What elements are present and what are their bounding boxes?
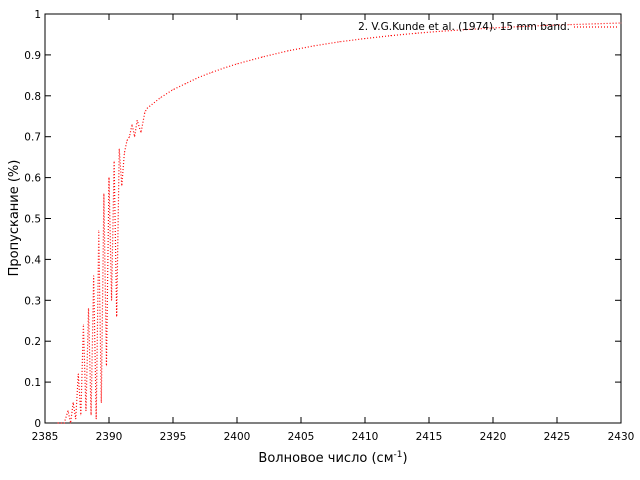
x-tick-label: 2405 — [288, 431, 315, 443]
data-point — [131, 124, 133, 125]
series-points — [57, 22, 622, 424]
y-axis-label: Пропускание (%) — [7, 160, 22, 277]
data-point — [126, 140, 128, 142]
data-point — [364, 38, 366, 39]
y-tick-label: 0 — [34, 418, 41, 430]
data-point — [129, 136, 130, 138]
series-line — [57, 22, 622, 424]
data-point — [103, 193, 105, 195]
data-point — [113, 160, 115, 162]
data-point — [198, 76, 200, 78]
data-point — [211, 72, 212, 73]
x-tick-label: 2415 — [416, 431, 443, 443]
data-point — [106, 365, 107, 367]
data-point — [518, 26, 519, 28]
data-point — [70, 422, 71, 424]
y-tick-label: 0.8 — [24, 91, 41, 103]
data-point — [415, 32, 417, 34]
data-point — [140, 132, 142, 134]
data-point — [77, 373, 79, 375]
data-point — [390, 35, 391, 37]
data-point — [108, 177, 110, 179]
data-point — [118, 148, 120, 150]
x-tick-label: 2400 — [224, 431, 251, 443]
data-point — [67, 410, 69, 412]
data-point — [595, 23, 596, 25]
legend-label: 2. V.G.Kunde et al. (1974). 15 mm band. — [358, 21, 570, 33]
data-point — [620, 22, 622, 24]
data-point — [159, 97, 161, 99]
data-point — [123, 152, 125, 154]
data-point — [88, 308, 89, 309]
x-tick-label: 2395 — [160, 431, 187, 443]
data-point — [80, 414, 82, 416]
data-point — [441, 30, 443, 32]
x-tick-label: 2385 — [32, 431, 59, 443]
data-point — [569, 24, 571, 26]
data-point — [144, 111, 146, 113]
y-tick-label: 0.6 — [24, 173, 41, 185]
y-tick-label: 0.5 — [24, 214, 41, 226]
data-point — [111, 299, 112, 301]
data-point — [543, 25, 545, 26]
data-point — [172, 89, 174, 91]
data-point — [262, 56, 263, 58]
data-point — [75, 418, 77, 420]
data-point — [90, 414, 92, 416]
data-point — [223, 67, 225, 69]
x-tick-label: 2410 — [352, 431, 379, 443]
data-point — [313, 45, 315, 47]
data-point — [134, 136, 136, 138]
data-point — [98, 230, 100, 232]
data-point — [121, 185, 123, 187]
data-point — [185, 83, 187, 84]
data-point — [467, 29, 468, 30]
x-axis-label-main: Волновое число (см — [258, 451, 393, 466]
data-point — [116, 316, 118, 318]
data-point — [83, 324, 84, 326]
data-point — [287, 50, 289, 52]
data-point — [57, 422, 59, 424]
data-point — [100, 402, 102, 403]
data-point — [95, 418, 97, 420]
x-tick-label: 2420 — [480, 431, 507, 443]
data-point — [85, 410, 87, 412]
x-axis-ticks: 2385 2390 2395 2400 2405 2410 2415 2420 2425 2430 — [32, 14, 635, 443]
data-point — [136, 119, 138, 121]
data-point — [63, 422, 65, 424]
data-point — [236, 63, 238, 65]
y-tick-label: 0.3 — [24, 295, 41, 307]
x-tick-label: 2390 — [96, 431, 123, 443]
data-point — [147, 107, 148, 109]
data-point — [492, 27, 494, 29]
y-axis-ticks: 0 0.1 0.2 0.3 0.4 0.5 0.6 0.7 0.8 0.9 1 — [24, 9, 621, 430]
y-tick-label: 0.2 — [24, 336, 41, 348]
data-point — [339, 41, 340, 43]
x-axis-label-end: ) — [402, 451, 407, 466]
y-tick-label: 0.4 — [24, 254, 41, 266]
x-tick-label: 2425 — [544, 431, 571, 443]
x-axis-label-sup: -1 — [394, 450, 403, 460]
plot-frame — [44, 13, 622, 424]
data-point — [72, 402, 74, 403]
y-tick-label: 0.9 — [24, 50, 41, 62]
x-tick-label: 2430 — [608, 431, 635, 443]
y-tick-label: 0.7 — [24, 132, 41, 144]
y-tick-label: 0.1 — [24, 377, 41, 389]
y-tick-label: 1 — [34, 9, 41, 21]
data-point — [93, 275, 95, 277]
x-axis-label: Волновое число (см-1) — [258, 450, 407, 466]
